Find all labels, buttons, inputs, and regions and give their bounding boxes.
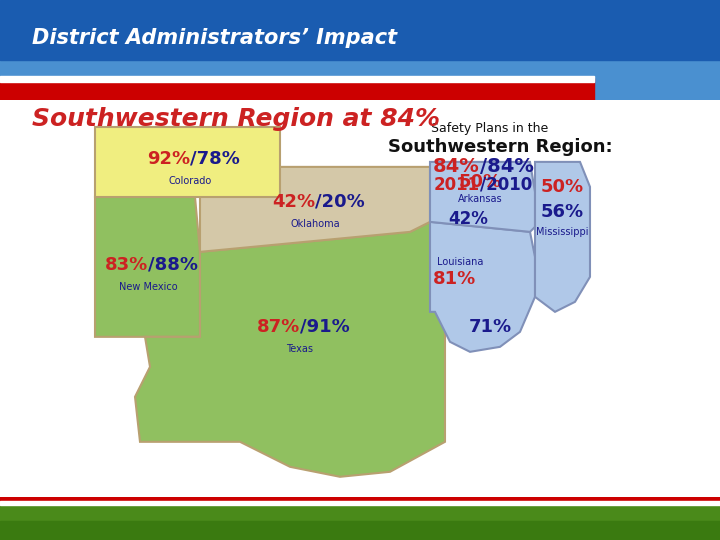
Text: Mississippi: Mississippi [536, 227, 588, 237]
Text: /91%: /91% [300, 318, 350, 336]
Text: /20%: /20% [315, 193, 365, 211]
Polygon shape [135, 222, 445, 477]
Text: /88%: /88% [148, 256, 198, 274]
Bar [0, 0, 720, 60]
Polygon shape [95, 197, 200, 337]
Polygon shape [535, 162, 590, 312]
Bar [0, 501, 720, 505]
Text: 42%: 42% [272, 193, 315, 211]
Text: Texas: Texas [287, 344, 313, 354]
Text: 2011: 2011 [434, 176, 480, 194]
Text: District Administrators’ Impact: District Administrators’ Impact [32, 28, 397, 48]
Bar [0, 497, 720, 502]
Polygon shape [200, 167, 430, 252]
Polygon shape [95, 127, 280, 197]
Text: /78%: /78% [190, 150, 240, 168]
Polygon shape [430, 162, 535, 232]
Text: Arkansas: Arkansas [458, 194, 503, 204]
Text: New Mexico: New Mexico [119, 282, 177, 292]
Text: 71%: 71% [469, 318, 512, 336]
Bar [0, 521, 720, 540]
Bar [0, 76, 594, 82]
Text: /84%: /84% [480, 157, 534, 177]
Text: /2010: /2010 [480, 176, 532, 194]
Text: 83%: 83% [104, 256, 148, 274]
Text: Southwestern Region:: Southwestern Region: [387, 138, 612, 156]
Text: 42%: 42% [448, 210, 488, 228]
Text: Oklahoma: Oklahoma [290, 219, 340, 229]
Text: 87%: 87% [257, 318, 300, 336]
Text: Louisiana: Louisiana [437, 257, 483, 267]
Text: Safety Plans in the: Safety Plans in the [431, 123, 549, 136]
Text: 92%: 92% [147, 150, 190, 168]
Text: Colorado: Colorado [168, 176, 212, 186]
Bar [0, 78, 594, 100]
Polygon shape [430, 222, 535, 352]
Text: 56%: 56% [541, 203, 584, 221]
Text: 84%: 84% [433, 157, 480, 177]
Bar [0, 497, 720, 523]
Text: 50%: 50% [541, 178, 584, 196]
Text: Southwestern Region at 84%: Southwestern Region at 84% [32, 107, 441, 131]
Text: 81%: 81% [433, 270, 477, 288]
Text: 50%: 50% [459, 173, 502, 191]
